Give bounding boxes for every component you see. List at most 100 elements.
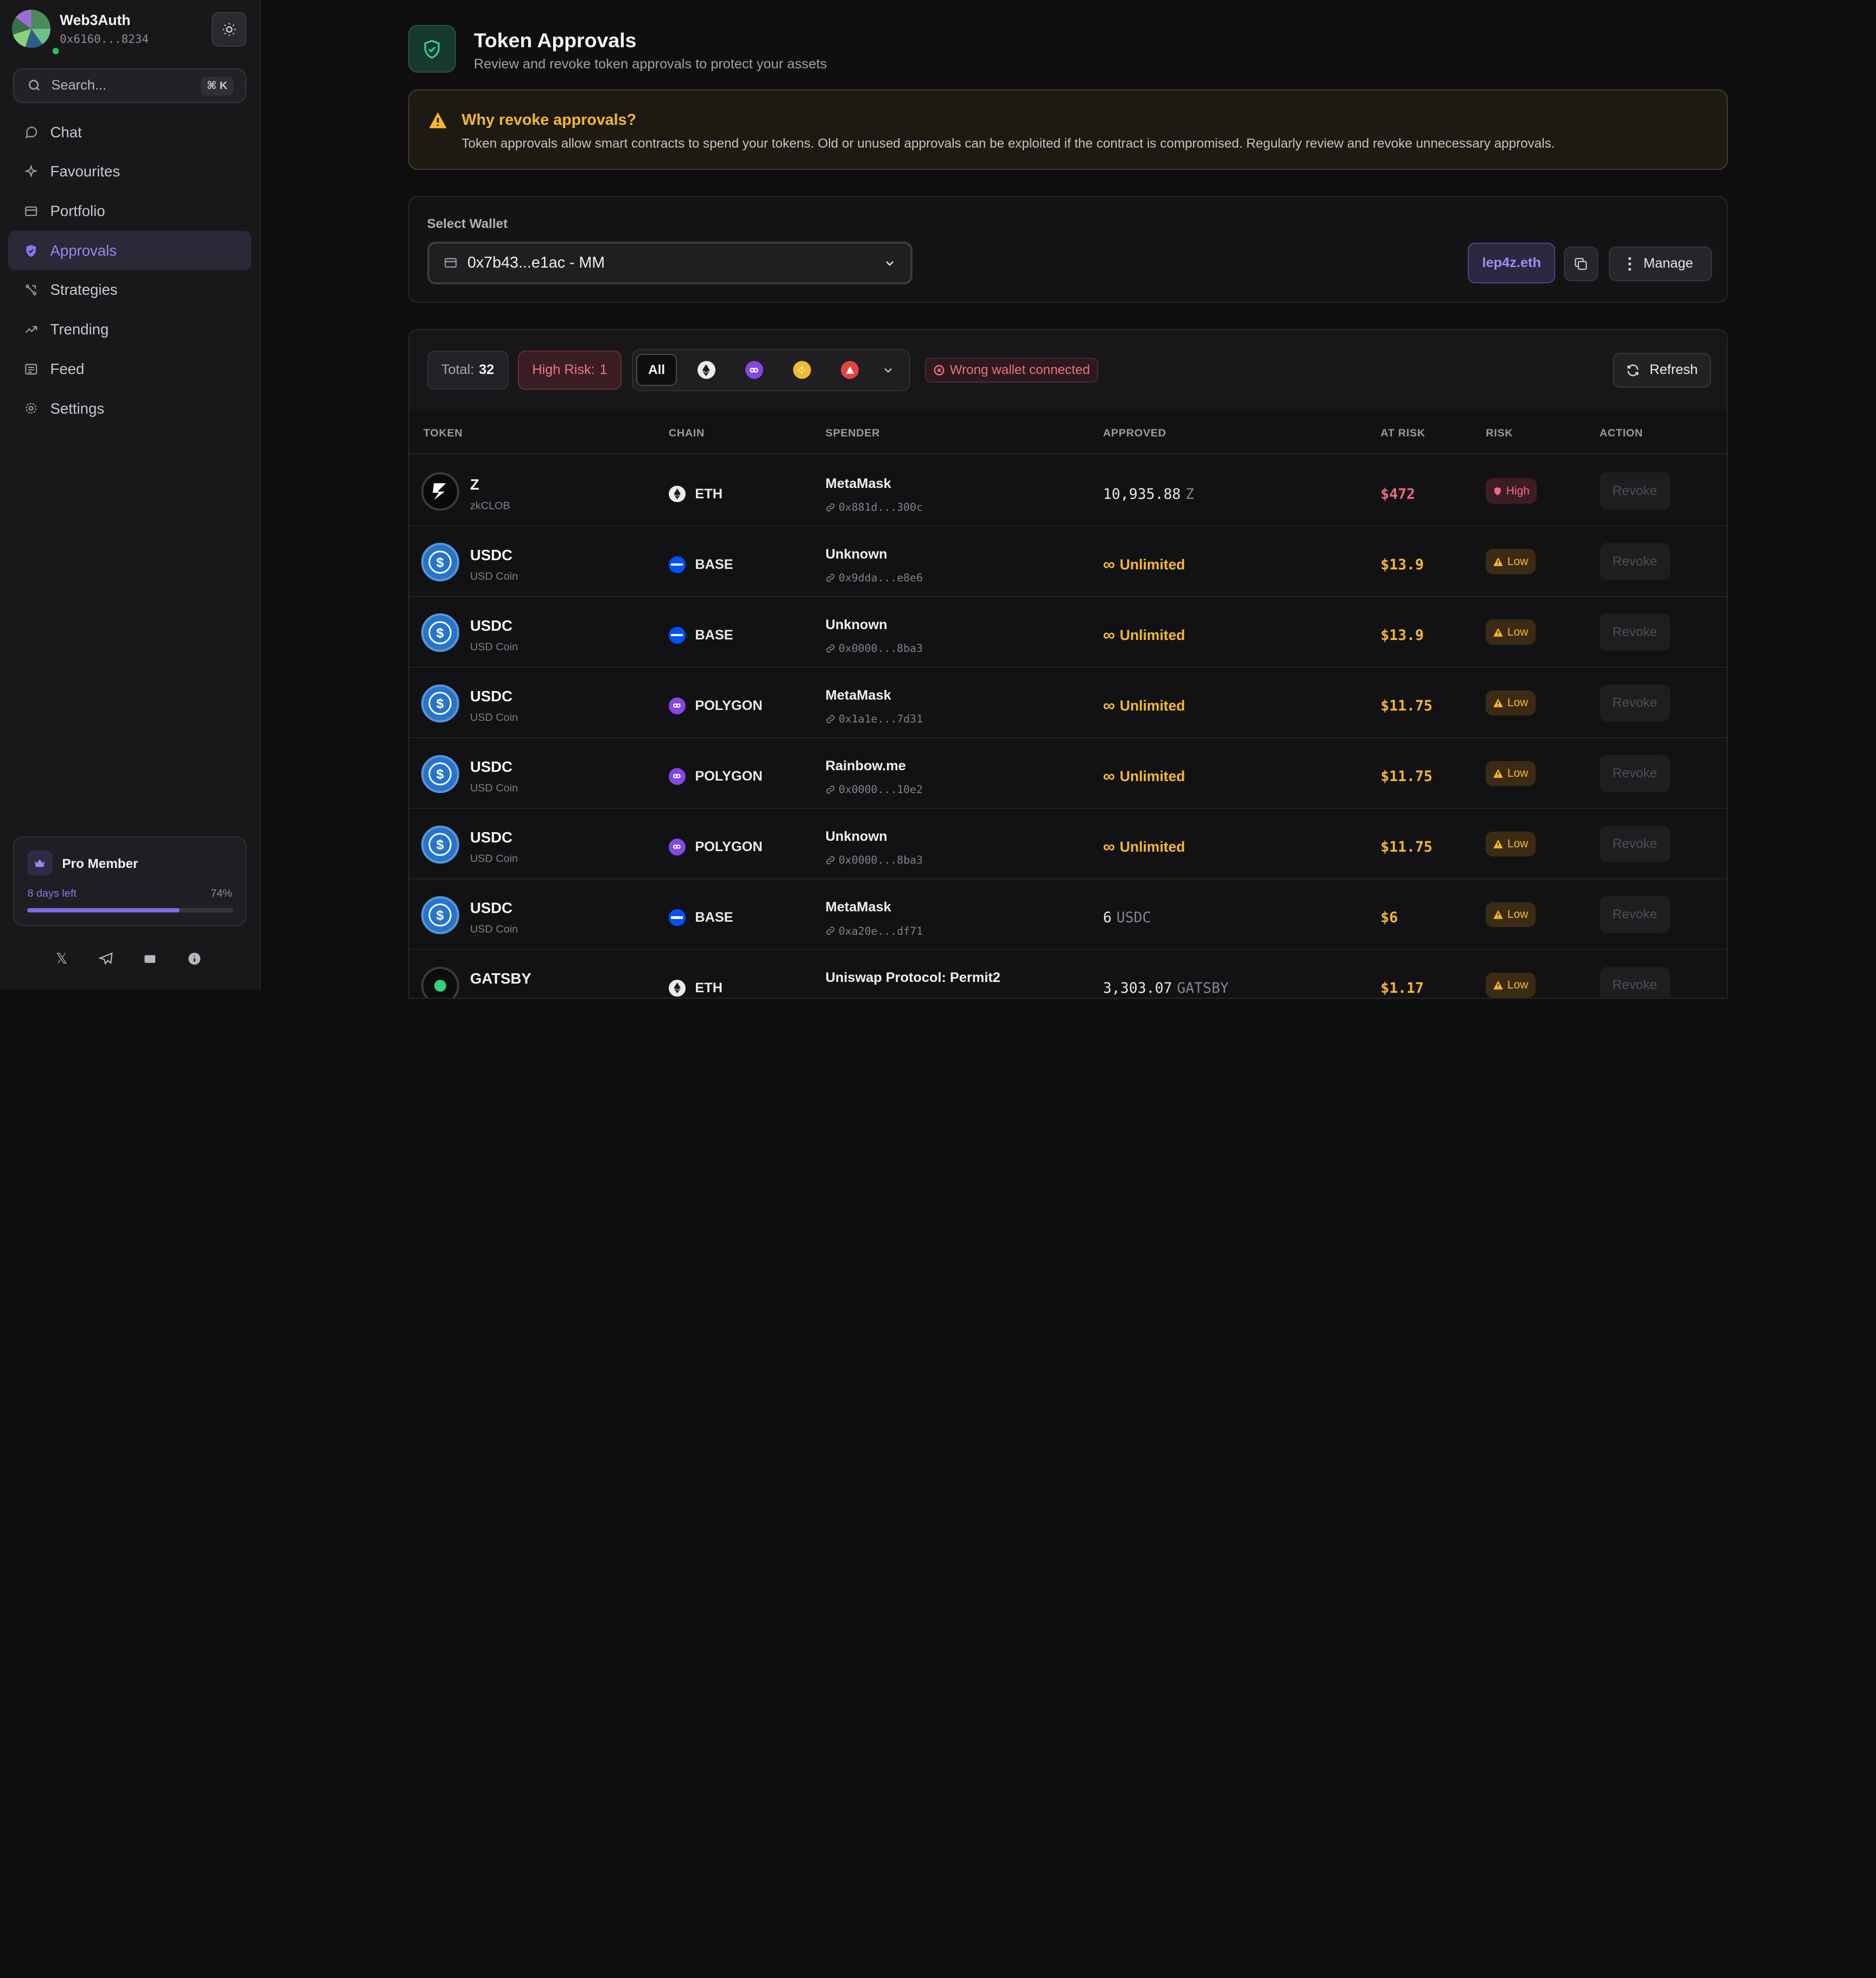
wallet-select[interactable]: 0x7b43...e1ac - MM bbox=[427, 242, 913, 285]
risk-badge: Low bbox=[1486, 831, 1536, 857]
chain-filter-all[interactable]: All bbox=[636, 353, 677, 386]
table-row[interactable]: $ USDC USD Coin BASE Unknown 0x0000...8ba3 ∞ Un… bbox=[409, 597, 1727, 668]
table-row[interactable]: $ USDC USD Coin BASE MetaMask 0xa20e...df71 6 U… bbox=[409, 879, 1727, 950]
sidebar-item-chat[interactable]: Chat bbox=[8, 112, 251, 152]
token-name: zkCLOB bbox=[470, 500, 510, 512]
ens-badge[interactable]: lep4z.eth bbox=[1468, 243, 1556, 284]
chain-filter: All bbox=[631, 349, 911, 391]
high-risk-filter[interactable]: High Risk: 1 bbox=[518, 350, 622, 390]
token-name: USD Coin bbox=[470, 570, 518, 583]
sidebar-item-trending[interactable]: Trending bbox=[8, 310, 251, 350]
spender-address-text: 0x0000...8ba3 bbox=[838, 642, 923, 655]
spender-address[interactable]: 0x9dda...e8e6 bbox=[826, 572, 923, 584]
sidebar-item-feed[interactable]: Feed bbox=[8, 350, 251, 389]
revoke-button[interactable]: Revoke bbox=[1599, 613, 1670, 651]
token-symbol: USDC bbox=[470, 758, 513, 776]
revoke-button[interactable]: Revoke bbox=[1599, 755, 1670, 792]
wrong-wallet-badge: Wrong wallet connected bbox=[924, 357, 1099, 383]
chain-name: BASE bbox=[695, 909, 733, 925]
copy-icon bbox=[1575, 257, 1587, 270]
sidebar-item-favourites[interactable]: Favourites bbox=[8, 152, 251, 192]
table-row[interactable]: $ USDC USD Coin POLYGON MetaMask 0x1a1e...7d3… bbox=[409, 668, 1727, 738]
risk-label: Low bbox=[1507, 837, 1529, 850]
spender-address-text: 0x0000...8ba3 bbox=[838, 854, 923, 867]
strategy-icon bbox=[26, 284, 37, 296]
spender-address-text: 0x1a1e...7d31 bbox=[838, 713, 923, 726]
copy-address-button[interactable] bbox=[1563, 246, 1599, 281]
revoke-button[interactable]: Revoke bbox=[1599, 684, 1670, 721]
risk-badge: Low bbox=[1486, 690, 1536, 715]
spender-address[interactable]: 0xa20e...df71 bbox=[826, 925, 923, 937]
info-icon[interactable] bbox=[186, 950, 204, 968]
x-icon[interactable]: 𝕏 bbox=[55, 950, 68, 967]
at-risk-value: $13.9 bbox=[1380, 556, 1424, 573]
refresh-label: Refresh bbox=[1649, 362, 1698, 378]
revoke-button[interactable]: Revoke bbox=[1599, 543, 1670, 580]
spender-address[interactable]: 0x0000...10e2 bbox=[826, 783, 923, 796]
link-icon bbox=[826, 785, 834, 794]
risk-badge: Low bbox=[1486, 902, 1536, 927]
wallet-icon bbox=[445, 258, 457, 268]
revoke-button[interactable]: Revoke bbox=[1599, 825, 1670, 863]
wallet-icon[interactable] bbox=[141, 950, 159, 968]
polygon-chain-icon bbox=[668, 768, 686, 785]
sidebar-item-portfolio[interactable]: Portfolio bbox=[8, 192, 251, 231]
at-risk-value: $11.75 bbox=[1380, 768, 1433, 785]
spender-address[interactable]: 0x0000...8ba3 bbox=[826, 642, 923, 655]
telegram-icon[interactable] bbox=[97, 950, 115, 968]
revoke-button[interactable]: Revoke bbox=[1599, 966, 1670, 998]
bnb-chain-icon[interactable] bbox=[793, 361, 811, 379]
chain-cell: BASE bbox=[668, 626, 733, 644]
approvals-table-card: Total: 32 High Risk: 1 All bbox=[408, 329, 1728, 999]
table-row[interactable]: GATSBY ETH Uniswap Protocol: Permit2 3,303.… bbox=[409, 950, 1727, 998]
page-subtitle: Review and revoke token approvals to pro… bbox=[473, 56, 827, 72]
spender-address[interactable]: 0x881d...300c bbox=[826, 501, 923, 513]
table-row[interactable]: $ USDC USD Coin POLYGON Rainbow.me 0x0000...1… bbox=[409, 738, 1727, 809]
approved-unit: GATSBY bbox=[1177, 979, 1229, 997]
chevron-down-icon[interactable] bbox=[882, 364, 895, 377]
table-row[interactable]: $ USDC USD Coin POLYGON Unknown 0x0000...8ba3… bbox=[409, 809, 1727, 879]
approved-amount: ∞ Unlimited bbox=[1103, 768, 1185, 785]
approved-value: Unlimited bbox=[1119, 626, 1186, 643]
more-vertical-icon bbox=[1628, 257, 1631, 271]
sidebar-item-label: Favourites bbox=[50, 163, 121, 180]
token-symbol: USDC bbox=[470, 829, 513, 846]
pro-membership-card[interactable]: Pro Member 8 days left 74% bbox=[13, 836, 247, 926]
sidebar-item-label: Feed bbox=[50, 360, 85, 377]
chain-name: POLYGON bbox=[695, 698, 763, 713]
link-icon bbox=[826, 856, 834, 865]
table-row[interactable]: $ USDC USD Coin BASE Unknown 0x9dda...e8e6 ∞ Un… bbox=[409, 527, 1727, 597]
sidebar-item-strategies[interactable]: Strategies bbox=[8, 270, 251, 310]
brand-name: Web3Auth bbox=[60, 12, 131, 29]
token-symbol: GATSBY bbox=[470, 970, 531, 987]
revoke-button[interactable]: Revoke bbox=[1599, 472, 1670, 510]
sidebar-item-settings[interactable]: Settings bbox=[8, 389, 251, 428]
risk-label: Low bbox=[1507, 555, 1529, 568]
account-switcher[interactable]: Web3Auth 0x6160...8234 bbox=[12, 9, 149, 56]
infinity-icon: ∞ bbox=[1102, 555, 1115, 574]
spender-address[interactable]: 0x1a1e...7d31 bbox=[826, 713, 923, 725]
sidebar: Web3Auth 0x6160...8234 Search... ⌘ K Cha… bbox=[0, 0, 261, 990]
ethereum-chain-icon[interactable] bbox=[697, 361, 715, 379]
search-input[interactable]: Search... ⌘ K bbox=[13, 68, 247, 103]
at-risk-value: $11.75 bbox=[1380, 697, 1433, 714]
x-circle-icon bbox=[934, 365, 945, 376]
risk-badge: Low bbox=[1486, 619, 1536, 645]
manage-button[interactable]: Manage bbox=[1609, 246, 1712, 281]
chat-icon bbox=[25, 126, 37, 139]
link-icon bbox=[826, 644, 834, 653]
infinity-icon: ∞ bbox=[1102, 837, 1115, 857]
trending-icon bbox=[25, 326, 37, 333]
header-token: TOKEN bbox=[423, 427, 463, 439]
spender-address[interactable]: 0x0000...8ba3 bbox=[826, 854, 923, 866]
spender-name: Unknown bbox=[825, 617, 888, 633]
polygon-chain-icon[interactable] bbox=[745, 361, 763, 379]
approved-value: 6 bbox=[1102, 909, 1112, 926]
theme-toggle-button[interactable] bbox=[212, 12, 247, 47]
refresh-button[interactable]: Refresh bbox=[1612, 352, 1711, 388]
avalanche-chain-icon[interactable] bbox=[841, 361, 859, 379]
revoke-button[interactable]: Revoke bbox=[1599, 896, 1670, 933]
sidebar-item-approvals[interactable]: Approvals bbox=[8, 231, 251, 271]
avatar bbox=[12, 9, 50, 48]
